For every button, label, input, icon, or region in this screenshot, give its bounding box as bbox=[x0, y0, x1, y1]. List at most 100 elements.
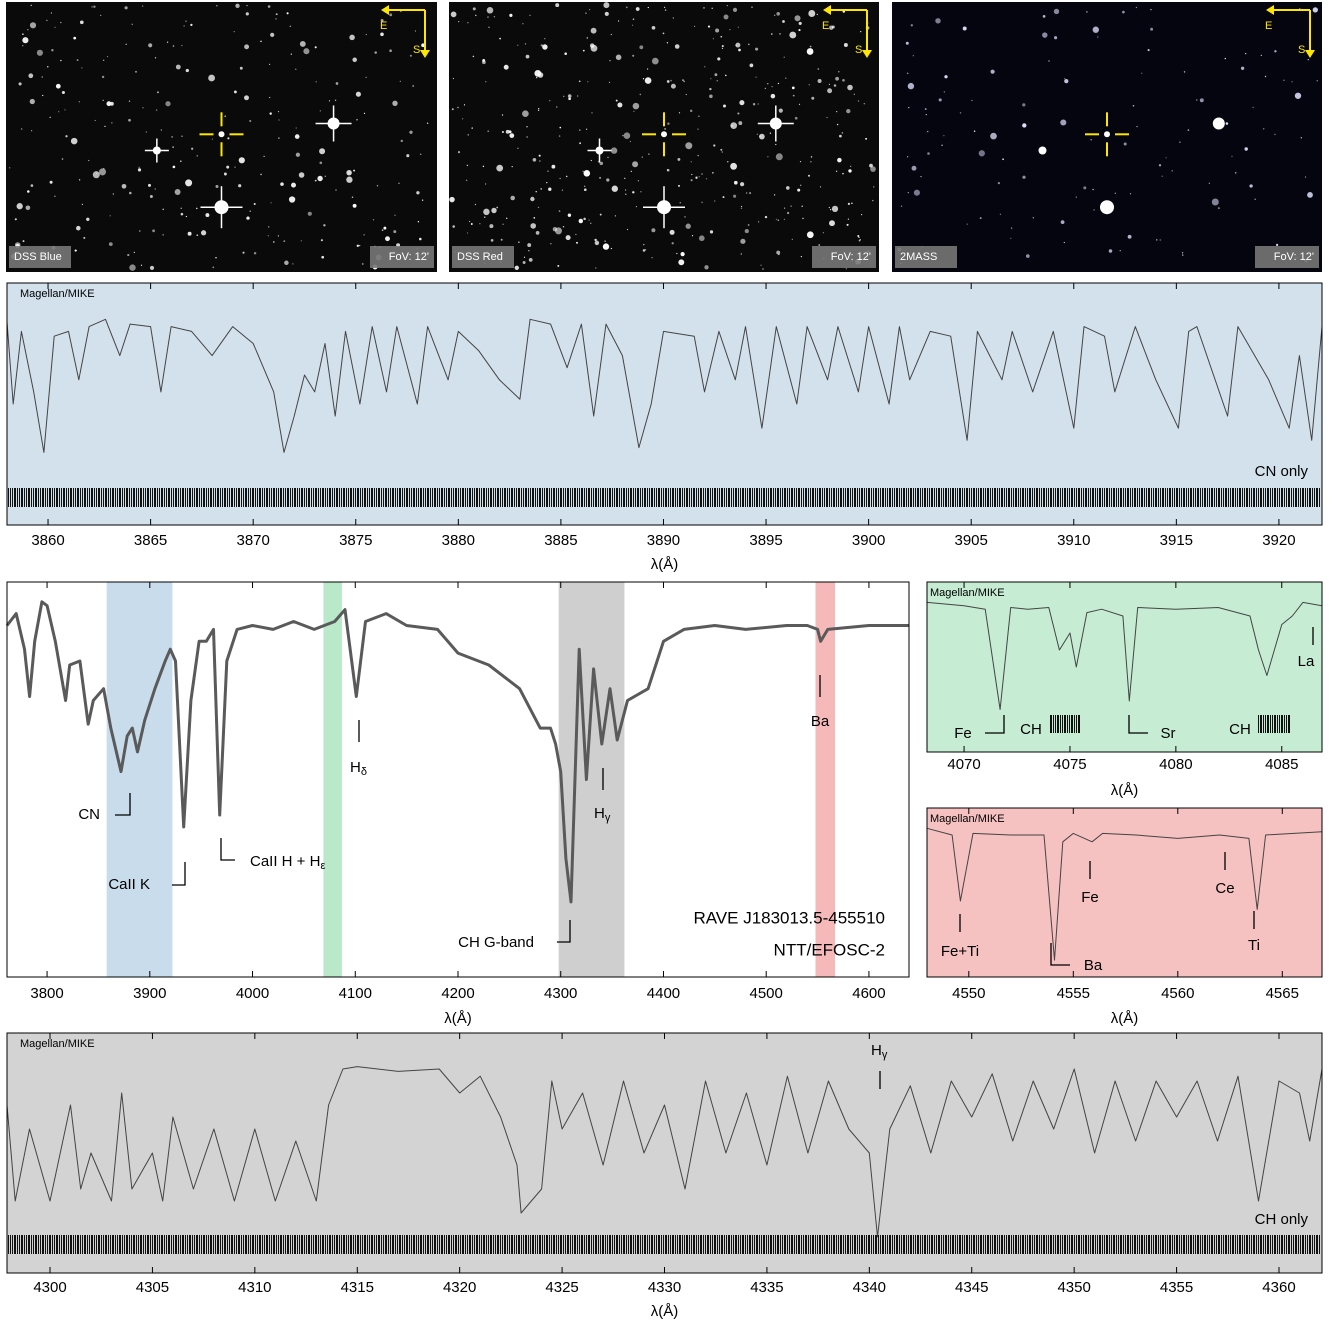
star bbox=[678, 259, 685, 266]
star bbox=[1132, 105, 1135, 107]
x-axis-label: λ(Å) bbox=[651, 1303, 679, 1320]
star bbox=[758, 221, 760, 223]
star bbox=[1097, 36, 1099, 38]
star bbox=[698, 176, 700, 178]
star bbox=[488, 26, 490, 28]
panel-background bbox=[7, 283, 1322, 525]
x-tick-label: 3885 bbox=[544, 532, 577, 549]
x-tick-label: 4325 bbox=[545, 1279, 578, 1296]
star bbox=[54, 26, 56, 28]
star bbox=[211, 138, 213, 140]
star bbox=[450, 11, 457, 18]
annotation: Hγ bbox=[594, 805, 611, 824]
star bbox=[273, 241, 275, 243]
x-tick-label: 3900 bbox=[133, 985, 166, 1002]
arrow-head bbox=[823, 5, 872, 58]
star bbox=[137, 168, 142, 172]
star bbox=[505, 129, 510, 134]
star bbox=[717, 57, 721, 61]
star bbox=[578, 80, 581, 83]
star bbox=[712, 172, 714, 174]
annotation: Sr bbox=[1161, 725, 1176, 742]
line-list bbox=[8, 1235, 1321, 1254]
star bbox=[590, 159, 592, 162]
instrument: NTT/EFOSC-2 bbox=[774, 940, 885, 959]
plots: 3860 3865 3870 3875 3880 3885 3890 3895 3900 3905… bbox=[5, 282, 1323, 1320]
star bbox=[526, 136, 528, 138]
x-tick-label: 3875 bbox=[339, 532, 372, 549]
star bbox=[9, 167, 11, 169]
star bbox=[604, 11, 609, 16]
star bbox=[215, 184, 219, 189]
x-tick-label: 4500 bbox=[750, 985, 783, 1002]
star bbox=[1274, 50, 1277, 53]
star bbox=[858, 236, 860, 239]
star bbox=[205, 213, 210, 218]
star bbox=[1129, 193, 1132, 195]
star bbox=[635, 7, 640, 11]
star bbox=[212, 266, 215, 269]
star bbox=[191, 147, 194, 150]
star bbox=[729, 28, 731, 31]
star bbox=[847, 218, 850, 220]
star bbox=[740, 253, 742, 255]
star bbox=[705, 178, 708, 180]
highlight-band bbox=[558, 582, 625, 977]
star bbox=[845, 268, 847, 270]
star bbox=[642, 249, 646, 252]
star bbox=[791, 238, 793, 240]
highlight-band bbox=[106, 582, 173, 977]
star bbox=[603, 2, 610, 9]
star bbox=[416, 191, 420, 195]
star bbox=[779, 33, 781, 35]
star bbox=[794, 116, 798, 120]
star bbox=[990, 132, 997, 140]
marker bbox=[220, 838, 235, 861]
star bbox=[943, 135, 945, 137]
star bbox=[496, 164, 504, 172]
star bbox=[623, 132, 631, 140]
star bbox=[597, 161, 600, 163]
star bbox=[712, 38, 715, 40]
star bbox=[526, 126, 528, 128]
star bbox=[749, 192, 752, 195]
star bbox=[959, 112, 962, 114]
star bbox=[529, 14, 531, 17]
star bbox=[1022, 103, 1026, 107]
arrow-head bbox=[381, 5, 430, 58]
star bbox=[861, 214, 863, 216]
star bbox=[907, 191, 909, 194]
star bbox=[352, 203, 357, 208]
star bbox=[905, 41, 909, 45]
star bbox=[943, 91, 945, 93]
star bbox=[908, 107, 910, 109]
star bbox=[517, 147, 519, 150]
star bbox=[174, 189, 181, 195]
star bbox=[730, 122, 738, 129]
star bbox=[558, 210, 561, 212]
star bbox=[46, 19, 48, 21]
star bbox=[664, 128, 666, 130]
star bbox=[630, 170, 632, 173]
star bbox=[290, 53, 292, 55]
star bbox=[740, 182, 745, 187]
star bbox=[666, 80, 670, 83]
star bbox=[457, 106, 459, 109]
star bbox=[491, 207, 497, 214]
star bbox=[691, 235, 694, 237]
star bbox=[1075, 196, 1077, 198]
star bbox=[414, 30, 417, 32]
x-tick-label: 4300 bbox=[544, 985, 577, 1002]
star bbox=[81, 67, 83, 69]
star bbox=[60, 21, 62, 24]
star bbox=[1083, 186, 1087, 190]
star bbox=[770, 93, 776, 99]
star bbox=[583, 217, 586, 221]
star bbox=[568, 97, 571, 101]
star bbox=[509, 131, 511, 133]
star bbox=[539, 160, 541, 162]
star bbox=[41, 76, 43, 78]
star bbox=[106, 101, 112, 107]
star bbox=[632, 191, 635, 194]
star bbox=[1092, 26, 1099, 33]
